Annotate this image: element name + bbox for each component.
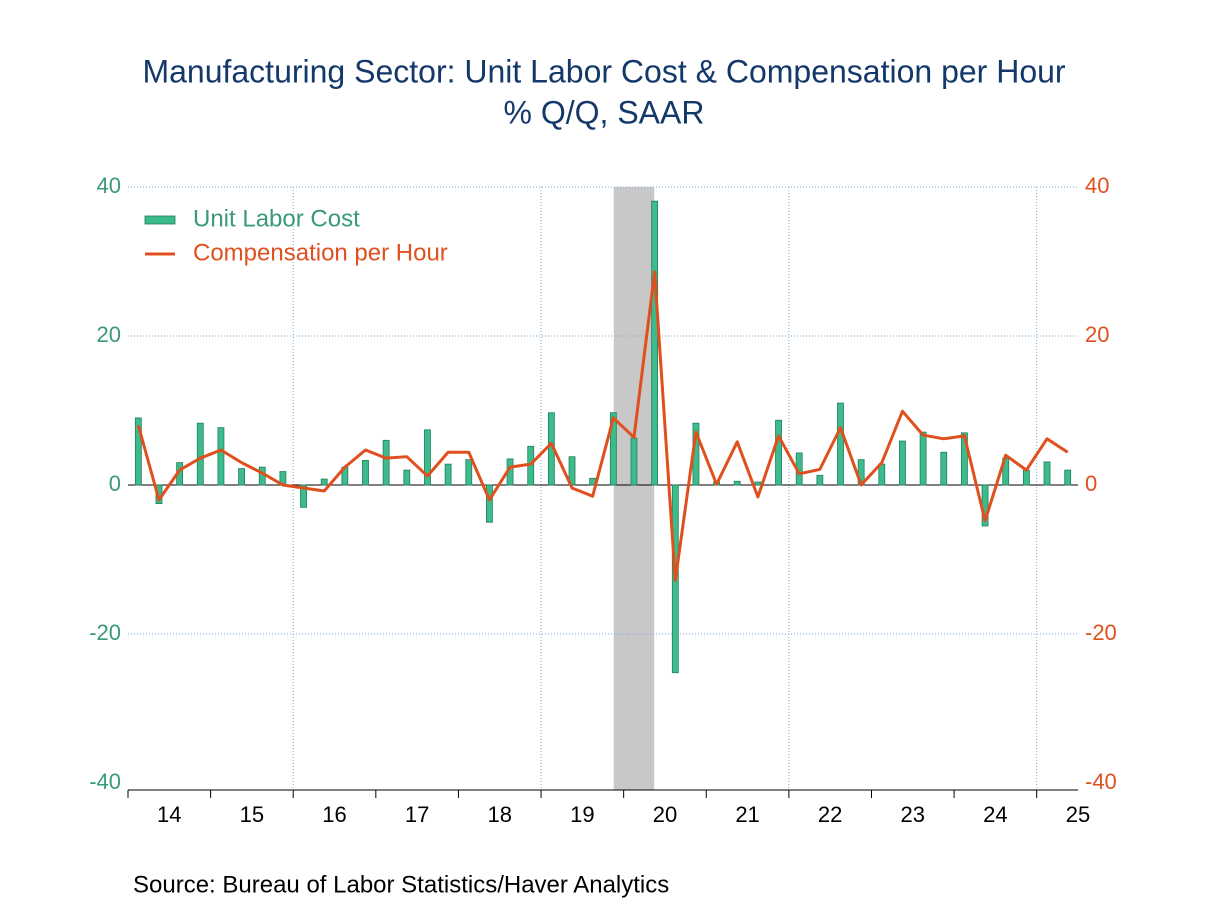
bar	[754, 481, 762, 486]
bar	[382, 439, 390, 486]
bar	[320, 478, 328, 486]
bar	[134, 417, 142, 486]
bar	[1064, 469, 1072, 486]
bar	[775, 419, 782, 486]
bar	[238, 468, 245, 486]
bar	[362, 460, 369, 486]
x-tick-label: 19	[570, 802, 594, 827]
source: Source: Bureau of Labor Statistics/Haver…	[133, 871, 669, 898]
line	[136, 270, 1069, 582]
y2-tick-label: -40	[1085, 769, 1117, 794]
x-tick-label: 20	[653, 802, 677, 827]
x-tick-label: 14	[157, 802, 181, 827]
y2-tick-label: 40	[1085, 173, 1109, 198]
bar	[196, 422, 204, 486]
x-tick-label: 22	[818, 802, 842, 827]
y-tick-label: -20	[89, 620, 121, 645]
x-tick-label: 23	[901, 802, 925, 827]
bar	[651, 200, 659, 486]
bar	[1043, 461, 1051, 486]
bar	[919, 431, 927, 486]
x-tick-label: 17	[405, 802, 429, 827]
y2-tick-label: -20	[1085, 620, 1117, 645]
x-tick-label: 16	[322, 802, 346, 827]
bar	[878, 463, 886, 486]
x-tick-label: 15	[240, 802, 264, 827]
bar	[217, 427, 225, 486]
x-tick-label: 25	[1066, 802, 1090, 827]
recession-shading	[613, 187, 655, 790]
y-tick-label: 40	[97, 173, 121, 198]
legend-label: Compensation per Hour	[193, 239, 448, 266]
bar	[258, 466, 266, 486]
x-tick-label: 24	[983, 802, 1007, 827]
y-tick-label: -40	[89, 769, 121, 794]
y2-tick-label: 20	[1085, 322, 1109, 347]
bar	[609, 412, 617, 486]
y2-tick-label: 0	[1085, 471, 1097, 496]
bar	[424, 429, 431, 486]
bar	[300, 484, 307, 508]
bar	[486, 484, 493, 523]
bar	[961, 432, 968, 486]
x-tick-label: 18	[487, 802, 511, 827]
bar	[899, 440, 906, 486]
legend-swatch	[144, 215, 176, 225]
bar	[940, 451, 948, 486]
bar	[403, 469, 411, 486]
legend-label: Unit Labor Cost	[193, 205, 360, 232]
bar	[837, 402, 844, 486]
y-tick-label: 20	[97, 322, 121, 347]
bar	[444, 463, 452, 486]
bar	[733, 480, 741, 486]
bar	[816, 474, 824, 486]
chart-subtitle: % Q/Q, SAAR	[504, 94, 705, 130]
chart-title: Manufacturing Sector: Unit Labor Cost & …	[142, 53, 1065, 89]
bar	[630, 437, 638, 486]
bar	[1022, 469, 1030, 486]
y-tick-label: 0	[109, 471, 121, 496]
bar	[465, 459, 473, 486]
x-tick-label: 21	[735, 802, 759, 827]
